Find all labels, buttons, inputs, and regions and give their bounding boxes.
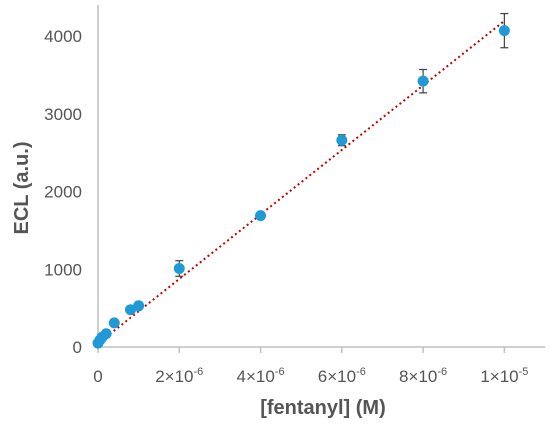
data-point	[173, 262, 185, 274]
trendline	[97, 20, 505, 345]
y-tick-label: 1000	[44, 260, 82, 279]
x-tick-label: 6×10-6	[318, 366, 366, 386]
y-axis-title: ECL (a.u.)	[11, 142, 33, 235]
data-points	[92, 25, 510, 349]
x-tick-label: 2×10-6	[155, 366, 203, 386]
y-tick-label: 3000	[44, 105, 82, 124]
x-axis: 0 2×10-6 4×10-6 6×10-6 8×10-6 1×10-5	[93, 346, 545, 386]
x-tick-label: 4×10-6	[237, 366, 285, 386]
data-point	[417, 75, 429, 87]
data-point	[498, 25, 510, 37]
x-tick-label: 8×10-6	[399, 366, 447, 386]
x-tick-label: 0	[93, 367, 102, 386]
data-point	[133, 300, 145, 312]
data-point	[108, 317, 120, 329]
y-axis: 0 1000 2000 3000 4000	[44, 5, 99, 357]
y-tick-label: 2000	[44, 183, 82, 202]
y-tick-label: 0	[73, 338, 82, 357]
trendline-group	[97, 20, 505, 345]
y-tick-label: 4000	[44, 27, 82, 46]
error-bars	[94, 12, 509, 345]
data-point	[100, 328, 112, 340]
x-axis-title: [fentanyl] (M)	[260, 397, 386, 419]
data-point	[255, 210, 267, 222]
x-tick-label: 1×10-5	[480, 366, 528, 386]
data-point	[336, 134, 348, 146]
